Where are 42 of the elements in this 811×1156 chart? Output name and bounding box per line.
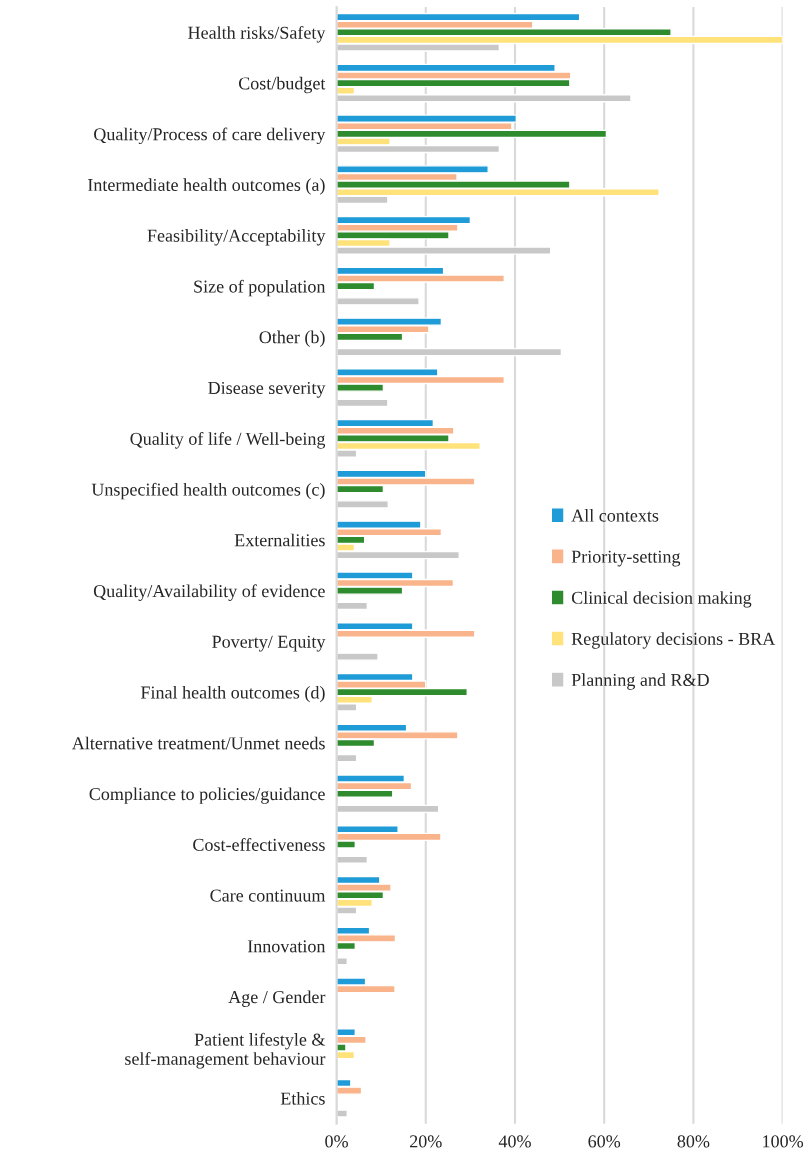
y-tick-label: Quality/Process of care delivery <box>94 127 326 145</box>
bar <box>336 855 369 864</box>
y-tick-label: Intermediate health outcomes (a) <box>87 178 325 195</box>
y-tick-label: Ethics <box>280 1091 325 1105</box>
y-tick-label: Final health outcomes (d) <box>140 685 325 703</box>
y-tick-label: Feasibility/Acceptability <box>147 229 326 246</box>
y-tick-label: Patient lifestyle & self-management behaviour <box>125 1032 326 1069</box>
y-tick-label: Other (b) <box>259 330 325 347</box>
x-tick-label: 20% <box>410 1135 442 1148</box>
y-tick-label: Innovation <box>247 940 326 953</box>
legend-label: All contexts <box>571 509 659 522</box>
y-tick-label: Size of population <box>194 279 326 297</box>
y-tick-label: Compliance to policies/guidance <box>89 787 325 804</box>
bar <box>336 601 369 611</box>
bar <box>336 804 440 814</box>
bar <box>336 1109 348 1118</box>
y-tick-label: Disease severity <box>208 381 326 398</box>
y-tick-label: Cost/budget <box>238 76 326 94</box>
bar <box>336 347 563 357</box>
y-tick-label: Unspecified health outcomes (c) <box>91 482 325 500</box>
x-tick-label: 60% <box>588 1135 621 1148</box>
x-tick-label: 0% <box>325 1135 348 1148</box>
y-tick-label: Care continuum <box>210 889 326 902</box>
x-tick-label: 80% <box>677 1135 710 1148</box>
y-tick-label: Externalities <box>234 533 325 547</box>
legend-label: Priority-setting <box>571 550 681 567</box>
bar <box>336 652 379 661</box>
y-tick-label: Age / Gender <box>228 990 326 1007</box>
y-tick-label: Alternative treatment/Unmet needs <box>71 736 325 750</box>
bar <box>336 398 389 408</box>
y-tick-label: Cost-effectiveness <box>193 838 325 851</box>
y-tick-label: Quality of life / Well-being <box>130 432 326 449</box>
x-tick-label: 100% <box>763 1135 804 1148</box>
y-tick-label: Health risks/Safety <box>188 25 326 43</box>
y-tick-label: Poverty/ Equity <box>212 635 326 652</box>
legend-label: Clinical decision making <box>571 591 752 608</box>
x-tick-label: 40% <box>498 1135 531 1148</box>
y-tick-label: Quality/Availability of evidence <box>93 584 325 601</box>
bar <box>336 500 390 509</box>
bar <box>336 297 420 306</box>
legend-label: Planning and R&D <box>571 673 709 690</box>
legend-label: Regulatory decisions - BRA <box>571 632 776 649</box>
